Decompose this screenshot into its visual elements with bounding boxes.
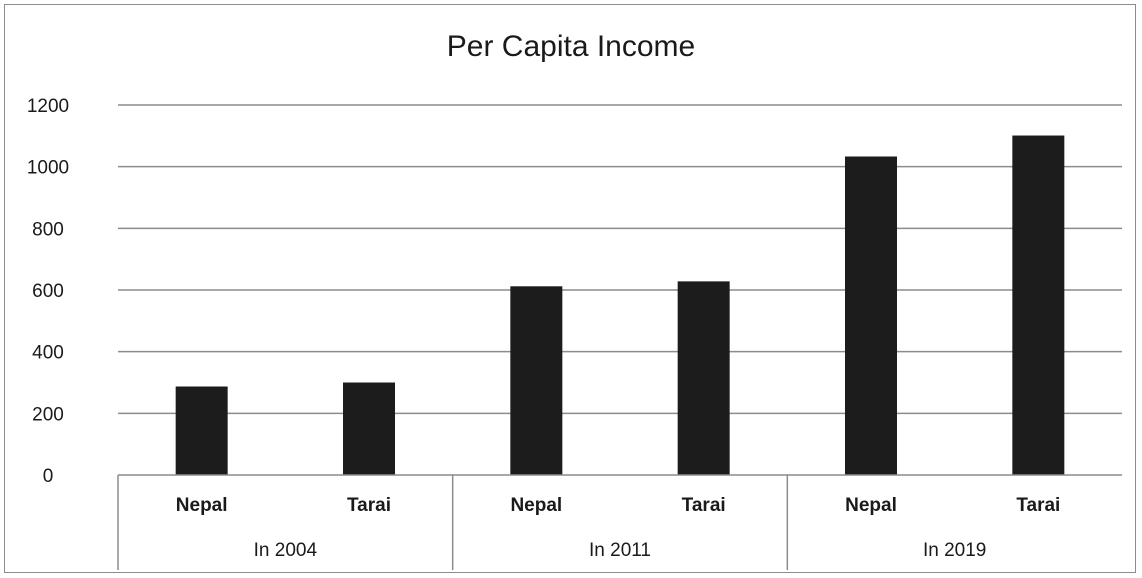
- x-group-label: In 2011: [589, 540, 651, 561]
- y-tick-label: 200: [32, 404, 64, 425]
- y-tick-label: 400: [32, 343, 64, 364]
- x-group-label: In 2004: [254, 540, 318, 561]
- y-tick-label: 600: [32, 281, 64, 302]
- x-tick-label: Nepal: [845, 495, 897, 516]
- x-axis-labels: Nepal Tarai Nepal Tarai Nepal Tarai In 2004 In …: [176, 495, 1061, 561]
- x-axis: [117, 474, 1122, 570]
- y-axis-ticks: 0 200 400 600 800 1000 1200: [27, 96, 69, 487]
- chart-title: Per Capita Income: [446, 30, 696, 63]
- x-tick-label: Nepal: [510, 495, 562, 516]
- bar: [845, 156, 897, 475]
- bar: [175, 386, 228, 475]
- bars: [175, 135, 1065, 475]
- x-tick-label: Tarai: [682, 495, 726, 516]
- x-tick-label: Tarai: [347, 495, 391, 516]
- y-tick-label: 1200: [27, 96, 69, 117]
- bar: [510, 286, 563, 475]
- gridlines: [118, 104, 1122, 415]
- y-tick-label: 800: [32, 219, 64, 240]
- x-group-label: In 2019: [923, 540, 986, 561]
- y-tick-label: 0: [43, 466, 54, 487]
- bar: [1012, 135, 1065, 475]
- bar: [343, 382, 395, 475]
- bar: [677, 281, 730, 475]
- y-tick-label: 1000: [27, 158, 69, 179]
- x-tick-label: Tarai: [1016, 495, 1060, 516]
- chart-frame: [4, 4, 1136, 573]
- x-tick-label: Nepal: [176, 495, 228, 516]
